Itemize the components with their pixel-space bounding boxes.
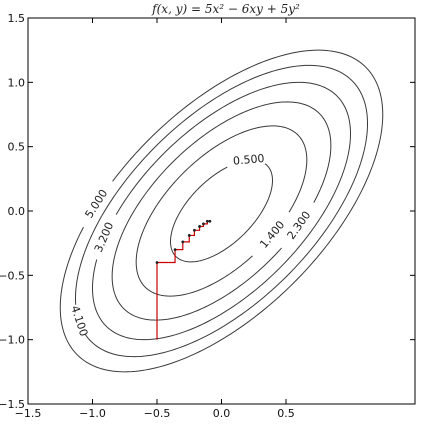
x-tick-label: −0.5 [144,407,171,420]
contour-label: 2.300 [285,209,314,242]
path-point [193,228,196,232]
contour-line-2.3 [111,101,332,321]
contour-line-5 [59,49,384,373]
x-tick-label: 0.5 [277,407,295,420]
x-tick-label: 0.0 [213,407,231,420]
y-tick-label: 0.5 [8,141,26,154]
contour-line-1.4 [135,125,308,297]
contour-label: 1.400 [257,218,287,251]
contour-label: 5.000 [82,187,110,221]
path-point [198,225,201,228]
x-tick-label: −1.5 [15,407,42,420]
contour-label: 0.500 [232,152,265,168]
y-tick-label: 1.5 [8,12,26,25]
y-tick-label: −0.5 [0,269,25,282]
contour-label: 4.100 [68,304,90,338]
y-tick-label: 0.0 [8,205,26,218]
contour-label: 3.200 [92,220,116,254]
contour-line-4.1 [74,64,369,358]
y-tick-label: −1.5 [0,398,25,411]
descent-path [156,220,210,340]
y-tick-label: −1.0 [0,334,25,347]
path-point [187,234,191,237]
x-tick-label: −1.0 [79,407,106,420]
path-point [205,219,209,223]
path-point [202,222,205,226]
path-point [181,240,185,244]
path-point [155,261,159,264]
path-point [173,248,177,252]
chart-title: f(x, y) = 5x² − 6xy + 5y² [151,2,300,16]
path-point [208,219,212,223]
axes: −1.5 −1.0 −0.5 0.0 0.5 −1.5 −1.0 −0.5 0.0 0.5 1.0 1… [0,12,416,420]
y-tick-label: 1.0 [8,76,26,89]
contour-line-0.5 [170,163,273,263]
contour-line-3.2 [92,81,352,341]
